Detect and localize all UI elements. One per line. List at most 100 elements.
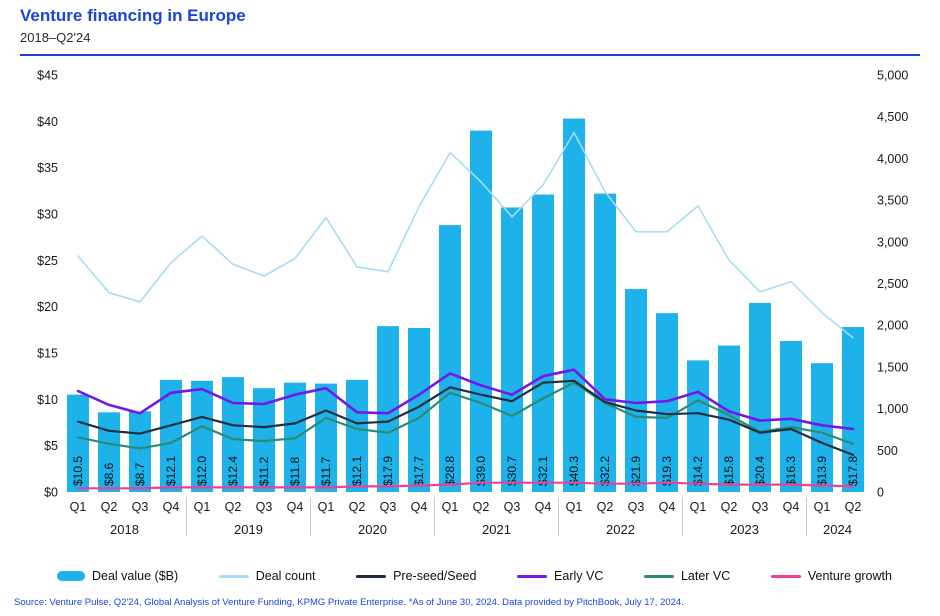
svg-text:$19.3: $19.3 — [660, 456, 674, 486]
legend-item-deal-value: Deal value ($B) — [57, 569, 178, 583]
svg-text:Q4: Q4 — [411, 500, 428, 514]
svg-text:0: 0 — [877, 486, 884, 500]
early-vc-line — [76, 368, 855, 431]
svg-text:$11.2: $11.2 — [257, 457, 271, 486]
venture-growth-line — [76, 481, 855, 490]
legend-label: Venture growth — [807, 569, 892, 583]
svg-text:$25: $25 — [37, 254, 58, 268]
svg-text:3,000: 3,000 — [877, 235, 908, 249]
deal-value-bar — [67, 394, 89, 492]
svg-text:Q2: Q2 — [473, 500, 490, 514]
deal-value-bar — [439, 225, 461, 492]
x-axis-quarter-labels: Q1 Q2 Q3 Q4 Q1 Q2 Q3 Q4 Q1 Q2 Q3 Q4 Q1 Q2 Q3 Q4 Q1 Q2 Q3 Q4… — [70, 500, 862, 514]
svg-text:$17.9: $17.9 — [381, 456, 395, 486]
svg-text:Q2: Q2 — [721, 500, 738, 514]
deal-value-bar — [749, 302, 771, 492]
svg-text:$10.5: $10.5 — [71, 456, 85, 486]
svg-text:2022: 2022 — [606, 522, 635, 537]
svg-text:$12.1: $12.1 — [350, 456, 364, 486]
deal-value-bar — [470, 130, 492, 492]
svg-text:Q3: Q3 — [132, 500, 149, 514]
svg-text:Q3: Q3 — [504, 500, 521, 514]
svg-text:2020: 2020 — [358, 522, 387, 537]
svg-text:Q2: Q2 — [597, 500, 614, 514]
pre-seed-seed-line — [76, 379, 855, 456]
legend-item-deal-count: Deal count — [218, 569, 316, 583]
right-axis-ticks: 5,000 4,500 4,000 3,500 3,000 2,500 2,000 1,500… — [877, 69, 908, 500]
legend-swatch-deal-count — [218, 574, 249, 578]
deal-value-bar — [377, 326, 399, 492]
svg-text:4,000: 4,000 — [877, 152, 908, 166]
deal-value-bar — [780, 340, 802, 492]
legend-item-pre-seed-seed: Pre-seed/Seed — [356, 569, 476, 583]
svg-text:Q3: Q3 — [628, 500, 645, 514]
legend-item-early-vc: Early VC — [517, 569, 603, 583]
svg-text:$32.2: $32.2 — [598, 456, 612, 486]
svg-text:Q1: Q1 — [70, 500, 87, 514]
deal-value-bar — [160, 379, 182, 492]
page-subtitle: 2018–Q2'24 — [20, 30, 91, 45]
svg-text:$13.9: $13.9 — [815, 456, 829, 486]
svg-text:$39.0: $39.0 — [474, 456, 488, 486]
svg-text:$45: $45 — [37, 69, 58, 83]
svg-text:$5: $5 — [44, 439, 58, 453]
svg-text:Q3: Q3 — [752, 500, 769, 514]
svg-text:500: 500 — [877, 444, 898, 458]
source-note: Source: Venture Pulse, Q2'24, Global Ana… — [14, 597, 684, 608]
legend-swatch-pre-seed-seed — [356, 574, 387, 578]
svg-text:$40: $40 — [37, 115, 58, 129]
svg-text:5,000: 5,000 — [877, 69, 908, 83]
deal-value-bar — [315, 383, 337, 492]
legend-swatch-deal-value — [57, 571, 85, 581]
svg-text:Q2: Q2 — [101, 500, 118, 514]
svg-text:Q1: Q1 — [442, 500, 459, 514]
legend-item-later-vc: Later VC — [643, 569, 731, 583]
svg-text:$8.6: $8.6 — [102, 462, 116, 486]
deal-value-bar — [625, 289, 647, 492]
legend-item-venture-growth: Venture growth — [770, 569, 892, 583]
deal-value-bar — [191, 380, 213, 492]
chart-legend: Deal value ($B) Deal count Pre-seed/Seed Ea… — [57, 566, 892, 586]
svg-text:$8.7: $8.7 — [133, 462, 147, 486]
svg-text:Q4: Q4 — [535, 500, 552, 514]
svg-text:$35: $35 — [37, 161, 58, 175]
deal-value-bar — [501, 207, 523, 492]
svg-text:2021: 2021 — [482, 522, 511, 537]
svg-text:3,500: 3,500 — [877, 194, 908, 208]
later-vc-line — [76, 381, 855, 450]
svg-text:$12.4: $12.4 — [226, 456, 240, 486]
svg-text:Q1: Q1 — [566, 500, 583, 514]
svg-text:$17.8: $17.8 — [846, 456, 860, 486]
svg-text:Q2: Q2 — [845, 500, 862, 514]
svg-text:$20: $20 — [37, 300, 58, 314]
deal-value-bar — [656, 313, 678, 492]
svg-text:2024: 2024 — [823, 522, 852, 537]
deal-value-bar — [563, 118, 585, 492]
deal-value-bar — [532, 194, 554, 493]
svg-text:Q3: Q3 — [256, 500, 273, 514]
svg-text:$0: $0 — [44, 486, 58, 500]
left-axis-ticks: $45 $40 $35 $30 $25 $20 $15 $10 $5 $0 — [37, 69, 58, 500]
svg-text:$28.8: $28.8 — [443, 456, 457, 486]
deal-value-bar — [594, 193, 616, 492]
legend-label: Later VC — [680, 569, 731, 583]
year-separators — [186, 497, 807, 536]
legend-label: Early VC — [554, 569, 604, 583]
deal-value-bar — [811, 363, 833, 492]
svg-text:1,500: 1,500 — [877, 360, 908, 374]
svg-text:$30: $30 — [37, 208, 58, 222]
svg-text:Q4: Q4 — [163, 500, 180, 514]
svg-text:2,000: 2,000 — [877, 319, 908, 333]
deal-value-bar — [222, 377, 244, 492]
legend-swatch-later-vc — [643, 574, 674, 578]
svg-text:Q1: Q1 — [194, 500, 211, 514]
svg-text:$12.1: $12.1 — [164, 456, 178, 486]
svg-text:Q4: Q4 — [783, 500, 800, 514]
svg-text:2019: 2019 — [234, 522, 263, 537]
svg-text:$40.3: $40.3 — [567, 456, 581, 486]
svg-text:$14.2: $14.2 — [691, 456, 705, 486]
svg-text:$15.8: $15.8 — [722, 456, 736, 486]
svg-text:$15: $15 — [37, 347, 58, 361]
svg-text:2023: 2023 — [730, 522, 759, 537]
